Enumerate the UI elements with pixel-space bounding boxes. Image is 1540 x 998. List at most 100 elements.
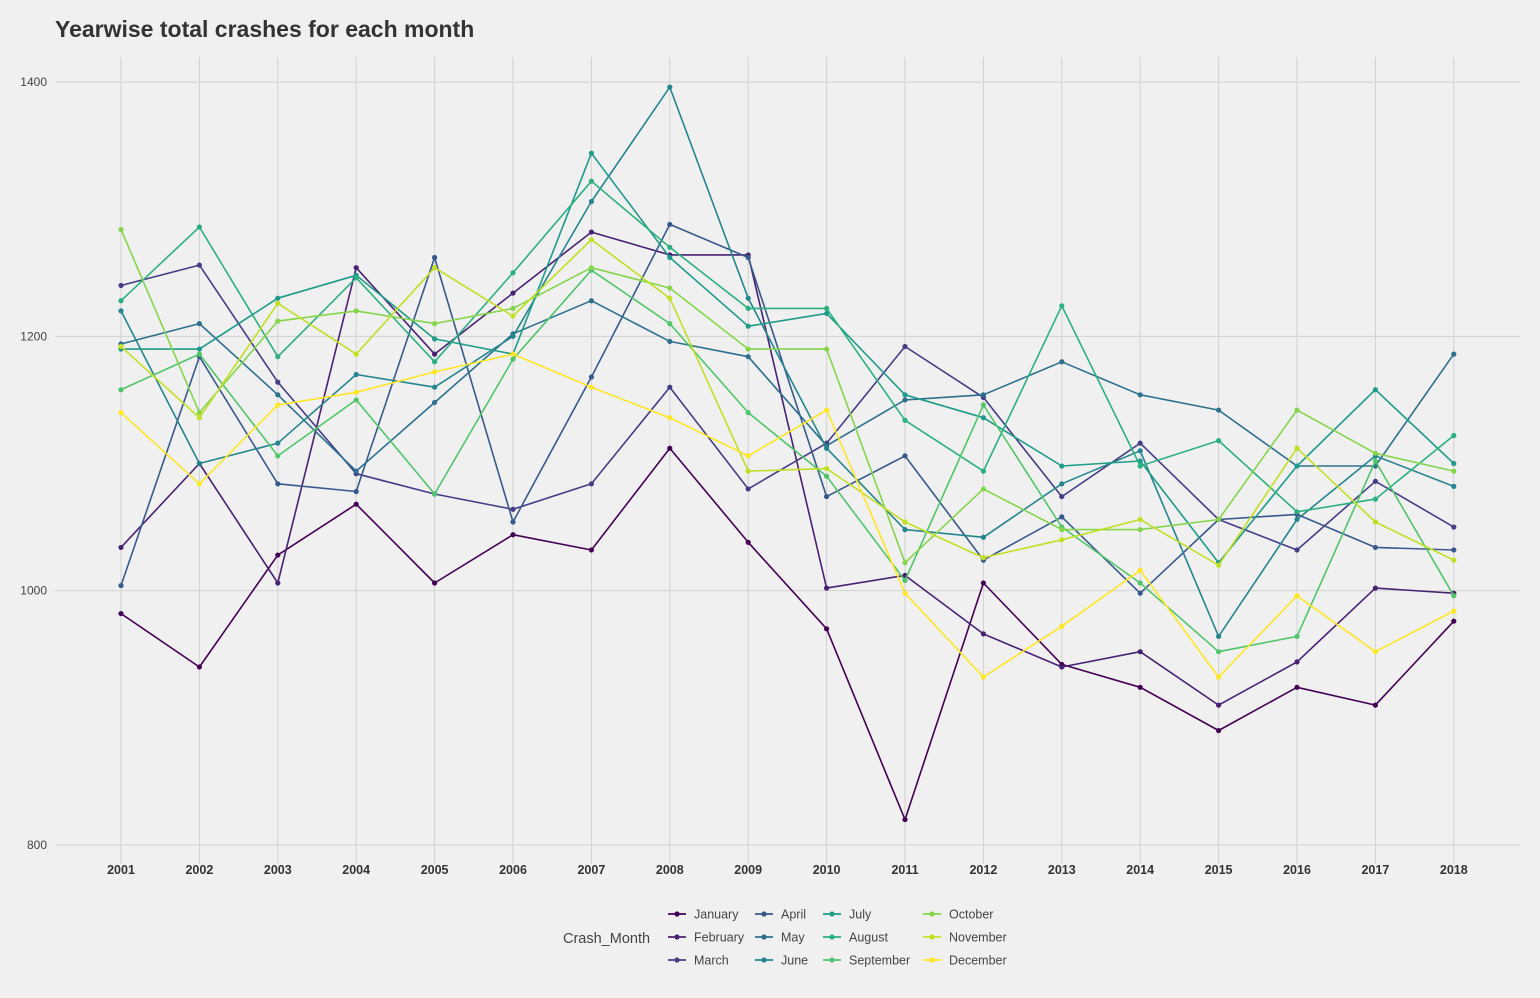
- data-point: [432, 369, 438, 375]
- data-point: [1216, 438, 1222, 444]
- series-september: [118, 267, 1457, 655]
- data-point: [275, 354, 281, 360]
- y-tick-label: 800: [27, 838, 47, 852]
- data-point: [118, 582, 124, 589]
- data-point: [510, 351, 516, 357]
- data-point: [980, 534, 987, 540]
- data-point: [353, 371, 359, 378]
- legend: Crash_Month January February March April May…: [563, 908, 1007, 968]
- legend-item: March: [668, 954, 729, 968]
- data-point: [902, 816, 908, 823]
- data-point: [1059, 463, 1065, 469]
- data-point: [902, 519, 908, 525]
- x-tick-label: 2006: [499, 863, 527, 877]
- legend-key-point: [761, 911, 767, 917]
- data-point: [510, 519, 516, 525]
- legend-label: July: [849, 908, 872, 922]
- data-point: [275, 300, 281, 306]
- x-tick-label: 2016: [1283, 863, 1311, 877]
- legend-key-point: [829, 911, 835, 917]
- series-line: [120, 180, 1455, 513]
- data-point: [902, 343, 908, 350]
- legend-key-point: [674, 911, 680, 917]
- data-point: [902, 527, 908, 533]
- x-tick-label: 2012: [969, 863, 997, 877]
- y-tick-label: 1000: [20, 584, 47, 598]
- data-point: [510, 333, 516, 339]
- data-point: [1294, 659, 1300, 665]
- data-point: [1451, 432, 1457, 439]
- data-point: [902, 577, 908, 584]
- data-point: [588, 298, 595, 304]
- data-point: [118, 226, 124, 233]
- data-point: [432, 399, 438, 406]
- legend-key-point: [761, 957, 767, 963]
- series-june: [118, 84, 1457, 640]
- data-point: [745, 354, 751, 360]
- data-point: [980, 486, 987, 492]
- data-point: [824, 305, 830, 311]
- data-point: [667, 221, 673, 228]
- data-point: [902, 417, 908, 423]
- data-point: [118, 298, 124, 304]
- x-tick-label: 2007: [577, 863, 605, 877]
- data-point: [745, 468, 751, 474]
- series-line: [120, 269, 1455, 653]
- data-point: [432, 336, 438, 342]
- data-point: [118, 387, 124, 393]
- data-point: [980, 631, 987, 637]
- data-point: [980, 415, 987, 421]
- legend-item: December: [923, 954, 1007, 968]
- series-january: [118, 445, 1457, 823]
- data-point: [510, 532, 516, 538]
- data-point: [275, 318, 281, 324]
- data-point: [980, 580, 987, 586]
- data-point: [1059, 359, 1065, 365]
- data-point: [196, 351, 202, 357]
- data-point: [1059, 493, 1065, 500]
- legend-title: Crash_Month: [563, 931, 650, 947]
- data-point: [588, 178, 595, 184]
- data-point: [667, 295, 673, 301]
- series-november: [118, 237, 1457, 568]
- series-line: [120, 223, 1454, 595]
- data-point: [745, 323, 751, 329]
- data-point: [275, 580, 281, 586]
- data-point: [1294, 547, 1300, 553]
- data-point: [980, 674, 987, 680]
- data-point: [1059, 527, 1065, 533]
- data-point: [824, 445, 830, 451]
- data-point: [353, 389, 359, 395]
- data-point: [1451, 557, 1457, 563]
- series-august: [118, 178, 1457, 515]
- x-tick-label: 2001: [107, 863, 135, 877]
- data-point: [1294, 593, 1300, 599]
- data-point: [1137, 527, 1143, 533]
- series-december: [118, 351, 1457, 680]
- legend-item: April: [755, 908, 806, 922]
- data-point: [1294, 516, 1300, 523]
- data-point: [1372, 544, 1378, 551]
- data-point: [1137, 649, 1143, 655]
- data-point: [510, 506, 516, 512]
- data-point: [275, 481, 281, 487]
- data-point: [902, 560, 908, 566]
- data-point: [432, 321, 438, 327]
- data-point: [980, 402, 987, 408]
- data-point: [353, 351, 359, 357]
- data-point: [824, 626, 830, 632]
- data-point: [745, 410, 751, 416]
- x-tick-label: 2003: [264, 863, 292, 877]
- data-point: [1216, 562, 1222, 568]
- legend-key-point: [674, 957, 680, 963]
- data-point: [1294, 684, 1300, 690]
- data-point: [432, 265, 438, 271]
- series-lines: [118, 84, 1457, 823]
- data-point: [588, 374, 595, 380]
- data-point: [745, 539, 751, 545]
- data-point: [1216, 674, 1222, 680]
- data-point: [745, 305, 751, 311]
- data-point: [1372, 450, 1378, 456]
- data-point: [588, 198, 595, 205]
